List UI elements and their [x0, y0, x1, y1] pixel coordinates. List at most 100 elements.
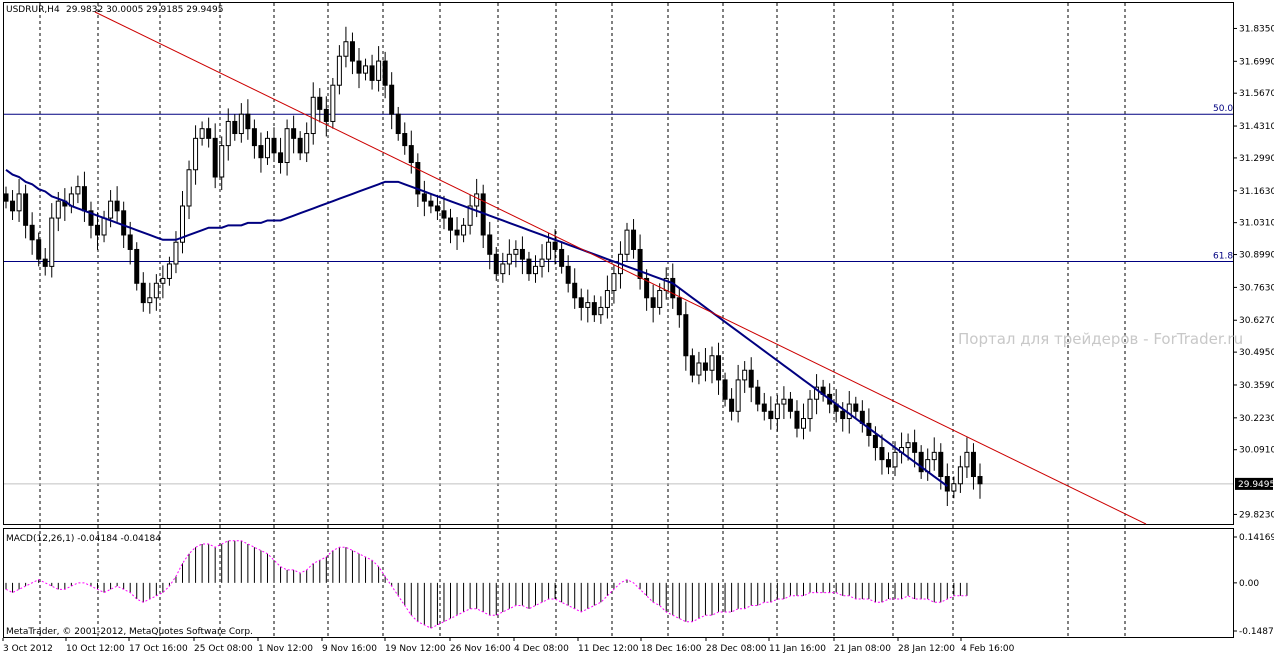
candle-body: [127, 234, 133, 250]
macd-tick-label: 0.00: [1239, 579, 1259, 589]
time-tick-label: 18 Dec 16:00: [641, 644, 702, 654]
candle-body: [173, 241, 179, 265]
candle-body: [336, 55, 342, 86]
candle-body: [317, 96, 323, 110]
candle-body: [631, 229, 637, 250]
candle-body: [395, 113, 401, 135]
candle-body: [474, 193, 480, 207]
candle-body: [343, 41, 349, 57]
time-tick-label: 28 Jan 12:00: [898, 644, 955, 654]
candle-body: [81, 186, 87, 212]
candle-body: [729, 398, 735, 412]
candle-body: [559, 248, 565, 267]
watermark: Портал для трейдеров - ForTrader.ru: [958, 330, 1243, 348]
candle-body: [650, 297, 656, 308]
macd-signal-line: [5, 540, 967, 629]
time-tick-label: 1 Nov 12:00: [258, 644, 313, 654]
candle-body: [382, 60, 388, 86]
candle-body: [271, 137, 277, 154]
macd-signal: [5, 540, 967, 629]
candle-body: [356, 60, 362, 74]
candle-body: [709, 355, 715, 371]
candle-body: [487, 234, 493, 255]
macd-axis: 0.14169 0.00 -0.14875: [1233, 533, 1274, 637]
candle-body: [42, 258, 48, 267]
candle-body: [853, 403, 859, 412]
chart-header: USDRUR,H4: [6, 5, 60, 15]
candle-body: [88, 210, 94, 226]
candle-body: [807, 398, 813, 420]
candle-body: [722, 379, 728, 400]
candle-body: [513, 248, 519, 255]
candle-body: [885, 459, 891, 468]
candle-body: [330, 84, 336, 122]
candle-body: [578, 297, 584, 308]
candle-body: [624, 229, 630, 255]
candle-body: [134, 248, 140, 284]
candle-body: [206, 128, 212, 139]
candle-body: [781, 398, 787, 405]
price-tick-label: 31.6990: [1239, 57, 1274, 67]
time-tick-label: 4 Feb 16:00: [961, 644, 1015, 654]
price-tick-label: 29.8230: [1239, 510, 1274, 520]
candle-body: [676, 297, 682, 316]
price-tick-label: 30.2230: [1239, 414, 1274, 424]
vertical-grid: [39, 3, 1126, 637]
price-tick-label: 31.4310: [1239, 122, 1274, 132]
copyright-text: MetaTrader, © 2001-2012, MetaQuotes Soft…: [6, 627, 253, 637]
candle-body: [585, 302, 591, 308]
candle-body: [598, 306, 604, 316]
candles: [3, 26, 983, 506]
candle-body: [121, 210, 127, 236]
candle-body: [951, 483, 957, 492]
candle-body: [441, 210, 447, 219]
candle-body: [689, 355, 695, 376]
time-tick-label: 11 Dec 12:00: [578, 644, 639, 654]
candle-body: [546, 241, 552, 260]
time-tick-label: 25 Oct 08:00: [194, 644, 253, 654]
candle-body: [611, 273, 617, 292]
price-tick-label: 31.5670: [1239, 89, 1274, 99]
candle-body: [251, 128, 257, 147]
candle-body: [448, 217, 454, 231]
current-price-label: 29.9495: [1238, 480, 1274, 490]
candle-body: [506, 253, 512, 265]
candle-body: [415, 162, 421, 195]
candle-body: [219, 145, 225, 178]
price-axis: 31.8350 31.6990 31.5670 31.4310 31.2990 31.16…: [1233, 24, 1274, 520]
price-tick-label: 30.0910: [1239, 446, 1274, 456]
candle-body: [153, 282, 159, 299]
candle-body: [349, 41, 355, 62]
candle-body: [29, 224, 35, 241]
current-price-box: [1235, 477, 1273, 490]
candle-body: [761, 403, 767, 412]
candle-body: [944, 476, 950, 492]
candle-body: [572, 282, 578, 299]
time-tick-label: 10 Oct 12:00: [66, 644, 125, 654]
candle-body: [108, 200, 114, 219]
candle-body: [735, 379, 741, 412]
price-tick-label: 31.2990: [1239, 154, 1274, 164]
candle-body: [179, 205, 185, 243]
macd-header: MACD(12,26,1) -0.04184 -0.04184: [6, 534, 161, 544]
candle-body: [957, 466, 963, 485]
candle-body: [225, 120, 231, 147]
macd-histogram: [5, 540, 968, 629]
candle-body: [264, 137, 270, 159]
price-tick-label: 31.0310: [1239, 219, 1274, 229]
candle-body: [258, 145, 264, 159]
candle-body: [408, 145, 414, 164]
candle-body: [461, 224, 467, 236]
candle-body: [532, 265, 538, 275]
candle-body: [500, 263, 506, 275]
time-tick-label: 4 Dec 08:00: [514, 644, 569, 654]
candle-body: [434, 205, 440, 212]
macd-panel: [3, 528, 1234, 638]
candle-body: [964, 451, 970, 468]
candle-body: [938, 451, 944, 478]
time-tick-label: 17 Oct 16:00: [129, 644, 188, 654]
candle-body: [55, 200, 61, 219]
price-tick-label: 31.8350: [1239, 24, 1274, 34]
price-tick-label: 30.6270: [1239, 316, 1274, 326]
candle-body: [840, 410, 846, 420]
